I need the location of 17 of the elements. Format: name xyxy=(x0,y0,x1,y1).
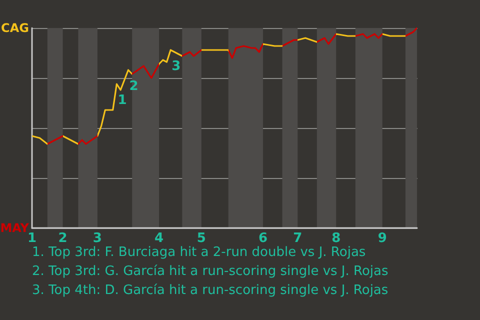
x-tick-label: 5 xyxy=(196,231,206,246)
text: MAY xyxy=(0,221,30,235)
x-tick-label: 8 xyxy=(332,231,341,246)
x-tick-label: 6 xyxy=(258,231,268,246)
text: 2. Top 3rd: G. García hit a run-scoring single vs J. Rojas xyxy=(32,264,388,279)
annotation: 2 xyxy=(129,79,138,94)
x-tick-label: 4 xyxy=(154,231,164,246)
x-tick-label: 3 xyxy=(92,231,102,246)
text: CAG xyxy=(1,21,29,35)
x-tick-label: 9 xyxy=(378,231,387,246)
x-tick-label: 2 xyxy=(58,231,68,246)
x-tick-label: 7 xyxy=(293,231,302,246)
text: 1. Top 3rd: F. Burciaga hit a 2-run double vs J. Rojas xyxy=(32,245,366,260)
text: 3. Top 4th: D. García hit a run-scoring single vs J. Rojas xyxy=(32,283,388,298)
annotation: 3 xyxy=(172,59,181,74)
annotation: 1 xyxy=(118,93,127,108)
x-tick-label: 1 xyxy=(27,231,37,246)
